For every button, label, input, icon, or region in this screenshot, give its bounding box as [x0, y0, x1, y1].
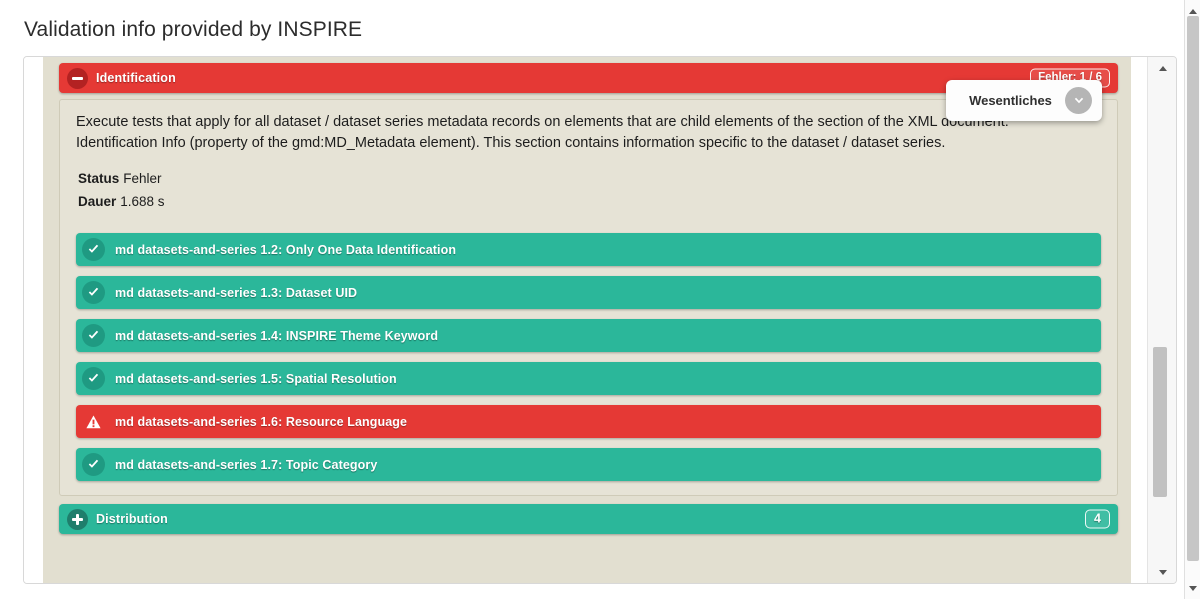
meta-value-status: Fehler [123, 171, 162, 186]
section-title-identification: Identification [96, 71, 176, 85]
test-row[interactable]: md datasets-and-series 1.3: Dataset UID [76, 276, 1101, 309]
test-row[interactable]: md datasets-and-series 1.4: INSPIRE Them… [76, 319, 1101, 352]
test-row-label: md datasets-and-series 1.2: Only One Dat… [115, 242, 457, 257]
view-mode-dropdown[interactable]: Wesentliches [946, 80, 1102, 121]
check-circle-icon [82, 367, 105, 390]
meta-value-duration: 1.688 s [120, 194, 165, 209]
test-row-label: md datasets-and-series 1.7: Topic Catego… [115, 457, 378, 472]
page-scroll-down-arrow-icon[interactable] [1185, 579, 1200, 597]
check-circle-icon [82, 281, 105, 304]
inner-vertical-scrollbar[interactable] [1147, 57, 1176, 583]
validation-results-widget: Identification Fehler: 1 / 6 Execute tes… [23, 56, 1177, 584]
meta-label-duration: Dauer [78, 194, 117, 209]
test-row[interactable]: md datasets-and-series 1.6: Resource Lan… [76, 405, 1101, 438]
section-description: Execute tests that apply for all dataset… [76, 114, 1009, 151]
page-vertical-scrollbar[interactable] [1184, 0, 1200, 599]
meta-row-status: Status Fehler [78, 170, 1101, 188]
test-row-label: md datasets-and-series 1.6: Resource Lan… [115, 414, 408, 429]
view-mode-dropdown-label: Wesentliches [969, 93, 1052, 108]
test-row-label: md datasets-and-series 1.4: INSPIRE Them… [115, 328, 439, 343]
scroll-down-arrow-icon[interactable] [1148, 563, 1176, 581]
meta-row-duration: Dauer 1.688 s [78, 193, 1101, 211]
inner-scrollbar-thumb[interactable] [1153, 347, 1167, 497]
section-header-distribution[interactable]: Distribution 4 [59, 504, 1118, 534]
test-result-list: md datasets-and-series 1.2: Only One Dat… [76, 233, 1101, 481]
check-circle-icon [82, 453, 105, 476]
accordion-panel: Identification Fehler: 1 / 6 Execute tes… [43, 57, 1131, 583]
page-scroll-up-arrow-icon[interactable] [1185, 2, 1200, 20]
test-row[interactable]: md datasets-and-series 1.2: Only One Dat… [76, 233, 1101, 266]
page-scrollbar-thumb[interactable] [1187, 16, 1199, 561]
count-badge-distribution: 4 [1085, 509, 1110, 529]
chevron-down-circle-icon[interactable] [1065, 87, 1092, 114]
section-body-identification: Execute tests that apply for all dataset… [59, 99, 1118, 496]
check-circle-icon [82, 238, 105, 261]
test-row[interactable]: md datasets-and-series 1.5: Spatial Reso… [76, 362, 1101, 395]
page-title: Validation info provided by INSPIRE [24, 18, 363, 41]
warning-triangle-icon [82, 410, 105, 433]
test-row[interactable]: md datasets-and-series 1.7: Topic Catego… [76, 448, 1101, 481]
results-scroll-viewport[interactable]: Identification Fehler: 1 / 6 Execute tes… [24, 57, 1149, 583]
check-circle-icon [82, 324, 105, 347]
test-row-label: md datasets-and-series 1.3: Dataset UID [115, 285, 358, 300]
meta-label-status: Status [78, 171, 120, 186]
section-title-distribution: Distribution [96, 512, 168, 526]
test-row-label: md datasets-and-series 1.5: Spatial Reso… [115, 371, 397, 386]
minus-circle-icon[interactable] [67, 67, 88, 89]
scroll-up-arrow-icon[interactable] [1148, 59, 1176, 77]
plus-circle-icon[interactable] [67, 508, 88, 530]
